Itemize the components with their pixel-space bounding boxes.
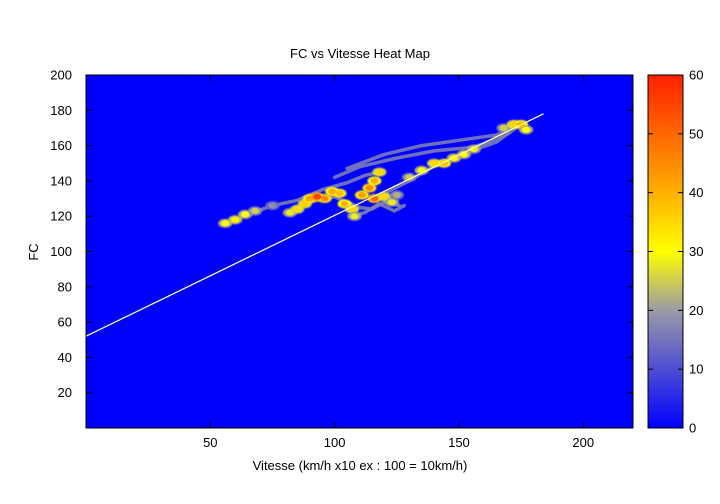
heat-cell bbox=[320, 195, 329, 202]
heat-cell bbox=[300, 200, 309, 207]
heat-cell bbox=[499, 124, 508, 131]
colorbar-tick-label: 10 bbox=[689, 362, 703, 377]
heat-cell bbox=[221, 220, 230, 227]
x-tick-label: 200 bbox=[572, 435, 594, 450]
x-tick-label: 100 bbox=[324, 435, 346, 450]
heat-cell bbox=[241, 211, 250, 218]
y-tick-label: 60 bbox=[58, 315, 72, 330]
x-tick-label: 50 bbox=[203, 435, 217, 450]
heat-cell bbox=[430, 160, 439, 167]
heat-cell bbox=[469, 146, 478, 153]
colorbar-tick-label: 50 bbox=[689, 126, 703, 141]
heat-cell bbox=[405, 174, 414, 181]
heat-cell bbox=[340, 200, 349, 207]
y-tick-label: 140 bbox=[50, 173, 72, 188]
heat-cell bbox=[370, 177, 379, 184]
heat-cell bbox=[285, 209, 294, 216]
heat-cell bbox=[522, 126, 531, 133]
colorbar-tick-label: 60 bbox=[689, 68, 703, 83]
heat-cell bbox=[392, 192, 401, 199]
heat-cell bbox=[365, 184, 374, 191]
heat-cell bbox=[357, 192, 366, 199]
heat-cell bbox=[335, 190, 344, 197]
colorbar-tick-label: 40 bbox=[689, 185, 703, 200]
heat-cell bbox=[328, 188, 337, 195]
y-tick-label: 180 bbox=[50, 103, 72, 118]
y-tick-label: 20 bbox=[58, 385, 72, 400]
y-tick-label: 40 bbox=[58, 350, 72, 365]
y-tick-label: 160 bbox=[50, 138, 72, 153]
colorbar-tick-label: 0 bbox=[689, 421, 696, 436]
heat-cell bbox=[350, 213, 359, 220]
heat-cell bbox=[251, 207, 260, 214]
y-tick-label: 120 bbox=[50, 209, 72, 224]
y-axis-label: FC bbox=[26, 243, 41, 260]
colorbar-tick-label: 30 bbox=[689, 244, 703, 259]
plot-area bbox=[86, 75, 633, 428]
x-axis-label: Vitesse (km/h x10 ex : 100 = 10km/h) bbox=[253, 458, 468, 473]
y-tick-label: 80 bbox=[58, 279, 72, 294]
heat-cell bbox=[387, 199, 396, 206]
heat-cell bbox=[375, 169, 384, 176]
y-tick-label: 200 bbox=[50, 68, 72, 83]
heat-cell bbox=[509, 121, 518, 128]
heat-cell bbox=[313, 193, 322, 200]
heat-cell bbox=[268, 202, 277, 209]
colorbar bbox=[647, 74, 684, 429]
chart-title: FC vs Vitesse Heat Map bbox=[290, 46, 430, 61]
density-trail bbox=[332, 131, 511, 180]
colorbar-tick-label: 20 bbox=[689, 303, 703, 318]
density-trail bbox=[345, 126, 516, 171]
y-tick-label: 100 bbox=[50, 244, 72, 259]
regression-line bbox=[86, 113, 544, 337]
x-tick-label: 150 bbox=[448, 435, 470, 450]
heat-cell bbox=[231, 216, 240, 223]
heat-cell bbox=[380, 193, 389, 200]
heat-cell bbox=[305, 195, 314, 202]
heat-cell bbox=[293, 206, 302, 213]
